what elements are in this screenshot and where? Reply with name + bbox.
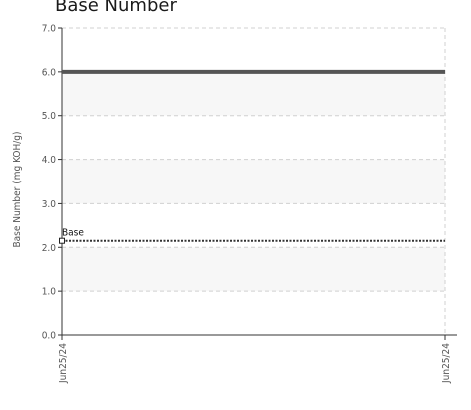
background-band bbox=[62, 159, 445, 204]
y-tick-label: 7.0 bbox=[42, 24, 57, 35]
x-tick-label: Jun25/24 bbox=[58, 343, 69, 384]
background-band bbox=[62, 247, 445, 292]
background-band bbox=[62, 71, 445, 116]
y-axis-ticks: 0.0 1.0 2.0 3.0 4.0 5.0 6.0 7.0 bbox=[42, 24, 62, 342]
axes bbox=[61, 28, 457, 336]
y-tick-label: 0.0 bbox=[42, 331, 57, 342]
y-tick-label: 1.0 bbox=[42, 287, 57, 298]
y-axis-label: Base Number (mg KOH/g) bbox=[12, 131, 23, 247]
background-bands bbox=[62, 71, 445, 292]
x-tick-label: Jun25/24 bbox=[441, 343, 452, 384]
series-label-base: Base bbox=[62, 228, 84, 239]
y-tick-label: 5.0 bbox=[42, 111, 57, 122]
series-layer: Base bbox=[59, 69, 445, 244]
y-tick-label: 3.0 bbox=[42, 199, 57, 210]
x-axis-ticks: Jun25/24 Jun25/24 bbox=[58, 335, 452, 384]
series-point-base bbox=[59, 237, 65, 244]
chart-title: Base Number bbox=[55, 0, 177, 16]
y-tick-label: 2.0 bbox=[42, 243, 57, 254]
y-tick-label: 6.0 bbox=[42, 67, 57, 78]
y-tick-label: 4.0 bbox=[42, 155, 57, 166]
